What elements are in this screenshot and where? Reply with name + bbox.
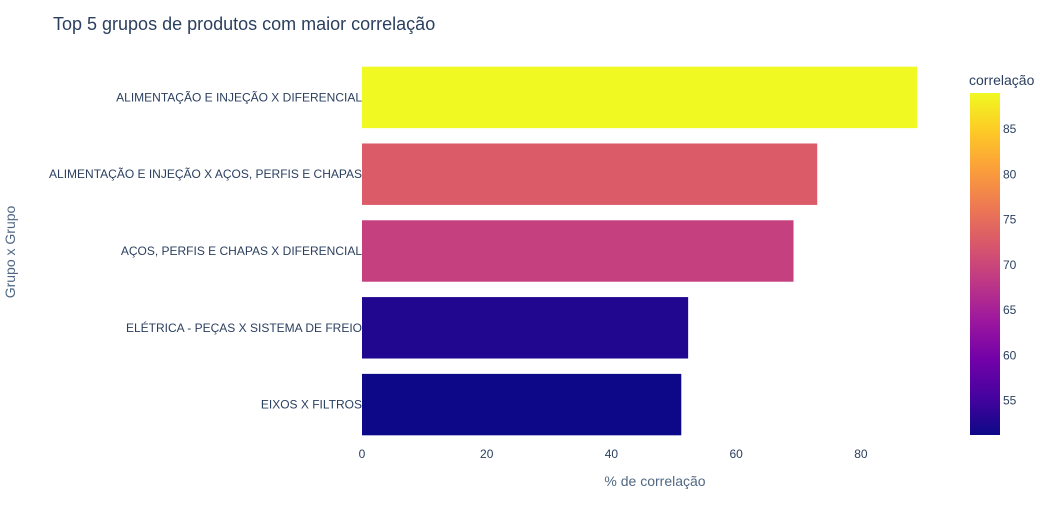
bar: [362, 297, 689, 359]
colorbar-tick-labels: 55 60 65 70 75 80 85: [1003, 122, 1017, 407]
x-tick-label: 0: [359, 447, 366, 461]
y-tick-labels: ALIMENTAÇÃO E INJEÇÃO X DIFERENCIAL ALIME…: [49, 90, 362, 411]
y-tick-label: AÇOS, PERFIS E CHAPAS X DIFERENCIAL: [121, 244, 362, 258]
x-tick-label: 40: [605, 447, 619, 461]
colorbar-tick-label: 85: [1003, 122, 1017, 136]
y-tick-label: ALIMENTAÇÃO E INJEÇÃO X DIFERENCIAL: [116, 90, 362, 104]
colorbar-tick-label: 55: [1003, 394, 1017, 408]
bar: [362, 373, 682, 436]
y-axis-title: Grupo x Grupo: [2, 205, 18, 298]
bar: [362, 220, 794, 282]
y-tick-label: ALIMENTAÇÃO E INJEÇÃO X AÇOS, PERFIS E C…: [49, 167, 362, 181]
colorbar-tick-label: 75: [1003, 213, 1017, 227]
colorbar-tick-label: 70: [1003, 258, 1017, 272]
x-tick-labels: 0 20 40 60 80: [359, 447, 868, 461]
bars-group: [362, 66, 917, 436]
colorbar: [970, 93, 1000, 435]
y-tick-label: ELÉTRICA - PEÇAS X SISTEMA DE FREIO: [126, 320, 362, 335]
colorbar-tick-label: 60: [1003, 348, 1017, 362]
x-tick-label: 60: [729, 447, 743, 461]
chart-title: Top 5 grupos de produtos com maior corre…: [53, 14, 435, 34]
colorbar-title: correlação: [969, 72, 1035, 88]
colorbar-tick-label: 80: [1003, 167, 1017, 181]
x-tick-label: 80: [854, 447, 868, 461]
x-tick-label: 20: [480, 447, 494, 461]
bar: [362, 143, 818, 205]
y-tick-label: EIXOS X FILTROS: [261, 398, 362, 412]
x-axis-title: % de correlação: [604, 473, 705, 489]
colorbar-tick-label: 65: [1003, 303, 1017, 317]
bar: [362, 66, 917, 129]
